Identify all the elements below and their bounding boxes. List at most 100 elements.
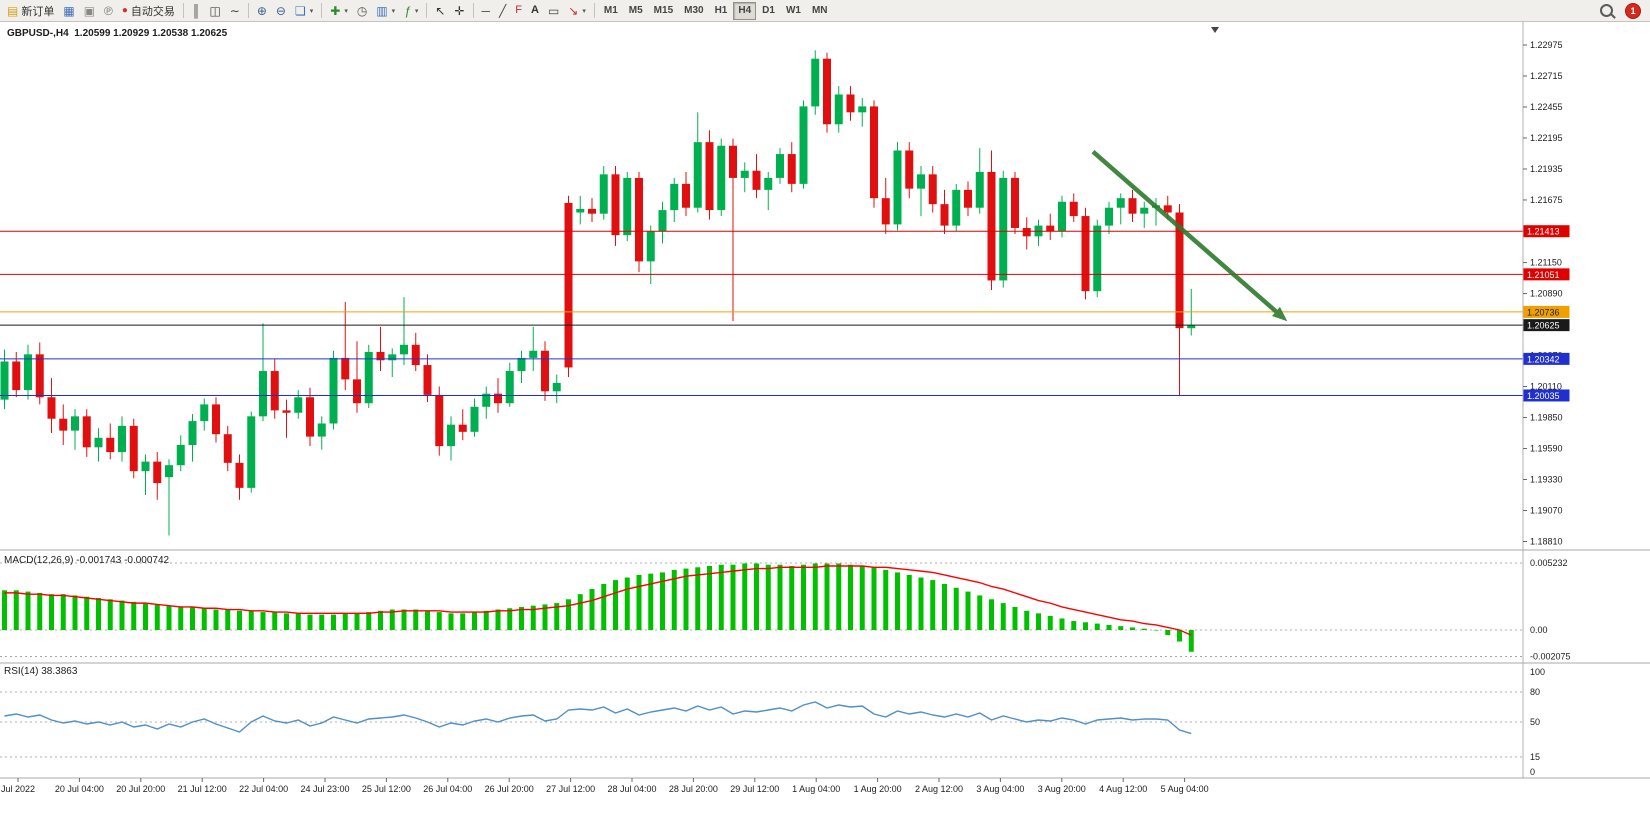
svg-text:1.19590: 1.19590 bbox=[1530, 444, 1563, 454]
navigator-icon: ▣ bbox=[83, 3, 96, 18]
svg-text:1.20736: 1.20736 bbox=[1527, 307, 1560, 317]
svg-text:22 Jul 04:00: 22 Jul 04:00 bbox=[239, 784, 288, 794]
timeframe-mn-button[interactable]: MN bbox=[807, 2, 833, 20]
autotrade-icon: ● bbox=[121, 4, 128, 16]
dropdown-caret-icon: ▾ bbox=[391, 7, 396, 15]
timeframe-h1-button[interactable]: H1 bbox=[710, 2, 733, 20]
svg-text:0.005232: 0.005232 bbox=[1530, 558, 1568, 568]
zoom-out-button[interactable]: ⊖ bbox=[272, 2, 290, 20]
candlestick-series bbox=[0, 50, 1196, 536]
timeframe-w1-button[interactable]: W1 bbox=[781, 2, 806, 20]
zoom-out-icon: ⊖ bbox=[275, 3, 286, 18]
svg-text:29 Jul 12:00: 29 Jul 12:00 bbox=[730, 784, 779, 794]
templates-icon: ▥ bbox=[376, 3, 388, 18]
timeframe-m15-button[interactable]: M15 bbox=[649, 2, 678, 20]
svg-text:1.21051: 1.21051 bbox=[1527, 270, 1560, 280]
svg-text:1.22715: 1.22715 bbox=[1530, 71, 1563, 81]
svg-text:0: 0 bbox=[1530, 767, 1535, 777]
svg-text:1 Aug 20:00: 1 Aug 20:00 bbox=[854, 784, 902, 794]
navigator-button[interactable]: ▣ bbox=[80, 2, 99, 20]
shapes-tool-button[interactable]: ↘ ▾ bbox=[564, 2, 590, 20]
candle-chart-button[interactable]: ◫ bbox=[205, 2, 224, 20]
svg-text:5 Aug 04:00: 5 Aug 04:00 bbox=[1161, 784, 1209, 794]
svg-text:1.21675: 1.21675 bbox=[1530, 195, 1563, 205]
cursor-icon: ↖ bbox=[435, 3, 446, 18]
label-tool-button[interactable]: ▭ bbox=[544, 2, 563, 20]
new-order-button[interactable]: ▤ 新订单 bbox=[3, 2, 58, 20]
autotrade-button[interactable]: ● 自动交易 bbox=[118, 2, 179, 20]
zoom-in-icon: ⊕ bbox=[256, 3, 267, 18]
crosshair-button[interactable]: ✛ bbox=[450, 2, 468, 20]
clock-button[interactable]: ◷ bbox=[353, 2, 371, 20]
svg-text:24 Jul 23:00: 24 Jul 23:00 bbox=[300, 784, 349, 794]
svg-text:15: 15 bbox=[1530, 752, 1540, 762]
svg-text:0.00: 0.00 bbox=[1530, 625, 1548, 635]
svg-text:1.19850: 1.19850 bbox=[1530, 413, 1563, 423]
svg-text:1.20890: 1.20890 bbox=[1530, 289, 1563, 299]
rsi-line bbox=[4, 701, 1192, 735]
svg-text:1.22455: 1.22455 bbox=[1530, 102, 1563, 112]
svg-text:26 Jul 20:00: 26 Jul 20:00 bbox=[485, 784, 534, 794]
svg-text:1.20035: 1.20035 bbox=[1527, 391, 1560, 401]
zoom-in-button[interactable]: ⊕ bbox=[253, 2, 271, 20]
trendline-icon: ╱ bbox=[499, 3, 507, 18]
macd-signal-line bbox=[4, 565, 1192, 636]
trend-arrow-head bbox=[1272, 306, 1288, 322]
svg-text:3 Aug 04:00: 3 Aug 04:00 bbox=[976, 784, 1024, 794]
timeframe-m5-button[interactable]: M5 bbox=[624, 2, 648, 20]
separator bbox=[472, 3, 474, 18]
timeframe-m1-button[interactable]: M1 bbox=[599, 2, 623, 20]
svg-text:-0.002075: -0.002075 bbox=[1530, 652, 1571, 662]
trendline-tool-button[interactable]: ╱ bbox=[495, 2, 510, 20]
tile-windows-button[interactable]: ❏ ▾ bbox=[291, 2, 317, 20]
search-button[interactable] bbox=[1596, 2, 1617, 20]
autotrade-label: 自动交易 bbox=[130, 5, 175, 18]
price-tag: 1.20625 bbox=[1523, 319, 1570, 332]
profile-button[interactable]: ℗ bbox=[100, 2, 117, 20]
horizontal-line-tool-button[interactable]: ─ bbox=[478, 2, 495, 20]
new-chart-button[interactable]: ✚ ▾ bbox=[326, 2, 352, 20]
timeframe-h4-button[interactable]: H4 bbox=[733, 1, 757, 20]
svg-text:2 Aug 12:00: 2 Aug 12:00 bbox=[915, 784, 963, 794]
svg-text:21 Jul 12:00: 21 Jul 12:00 bbox=[178, 784, 227, 794]
price-tag: 1.21051 bbox=[1523, 268, 1570, 281]
separator bbox=[182, 3, 184, 18]
svg-text:1.19070: 1.19070 bbox=[1530, 506, 1563, 516]
separator bbox=[426, 3, 428, 18]
candle-chart-icon: ◫ bbox=[209, 3, 221, 18]
crosshair-icon: ✛ bbox=[454, 3, 465, 18]
chart-canvas[interactable]: 1.22975 1.22715 1.22455 1.22195 1.21935 1.216… bbox=[0, 22, 1650, 833]
dropdown-caret-icon: ▾ bbox=[414, 7, 419, 15]
label-tool-icon: ▭ bbox=[547, 3, 560, 18]
line-chart-button[interactable]: ∼ bbox=[226, 2, 244, 20]
svg-text:1.20625: 1.20625 bbox=[1527, 321, 1560, 331]
bar-chart-button[interactable]: ║ bbox=[188, 2, 205, 20]
svg-text:1.20110: 1.20110 bbox=[1530, 382, 1562, 392]
svg-text:1.21150: 1.21150 bbox=[1530, 258, 1562, 268]
profile-icon: ℗ bbox=[104, 3, 113, 18]
line-chart-icon: ∼ bbox=[229, 3, 240, 18]
toolbar-right-group: 1 bbox=[1596, 2, 1647, 20]
indicators-button[interactable]: ƒ ▾ bbox=[400, 2, 422, 20]
cursor-button[interactable]: ↖ bbox=[431, 2, 449, 20]
trend-arrow[interactable] bbox=[1091, 149, 1278, 314]
timeframe-d1-button[interactable]: D1 bbox=[757, 2, 780, 20]
svg-text:3 Aug 20:00: 3 Aug 20:00 bbox=[1038, 784, 1086, 794]
svg-text:1.21935: 1.21935 bbox=[1530, 164, 1563, 174]
chart-shift-marker-icon[interactable] bbox=[1211, 27, 1219, 33]
price-tag: 1.21413 bbox=[1523, 225, 1570, 238]
svg-text:26 Jul 04:00: 26 Jul 04:00 bbox=[423, 784, 472, 794]
svg-text:1.21413: 1.21413 bbox=[1527, 227, 1560, 237]
templates-button[interactable]: ▥ ▾ bbox=[372, 2, 399, 20]
market-watch-button[interactable]: ▦ bbox=[59, 2, 78, 20]
notification-badge[interactable]: 1 bbox=[1625, 2, 1641, 19]
timeframe-m30-button[interactable]: M30 bbox=[679, 2, 708, 20]
new-order-label: 新订单 bbox=[21, 5, 55, 18]
text-tool-icon: A bbox=[530, 4, 539, 16]
dropdown-caret-icon: ▾ bbox=[582, 7, 586, 15]
fibonacci-tool-button[interactable]: F bbox=[511, 2, 526, 20]
horizontal-line-icon: ─ bbox=[481, 3, 491, 18]
text-tool-button[interactable]: A bbox=[527, 2, 543, 20]
svg-text:20 Jul 04:00: 20 Jul 04:00 bbox=[55, 784, 104, 794]
svg-text:28 Jul 04:00: 28 Jul 04:00 bbox=[607, 784, 656, 794]
